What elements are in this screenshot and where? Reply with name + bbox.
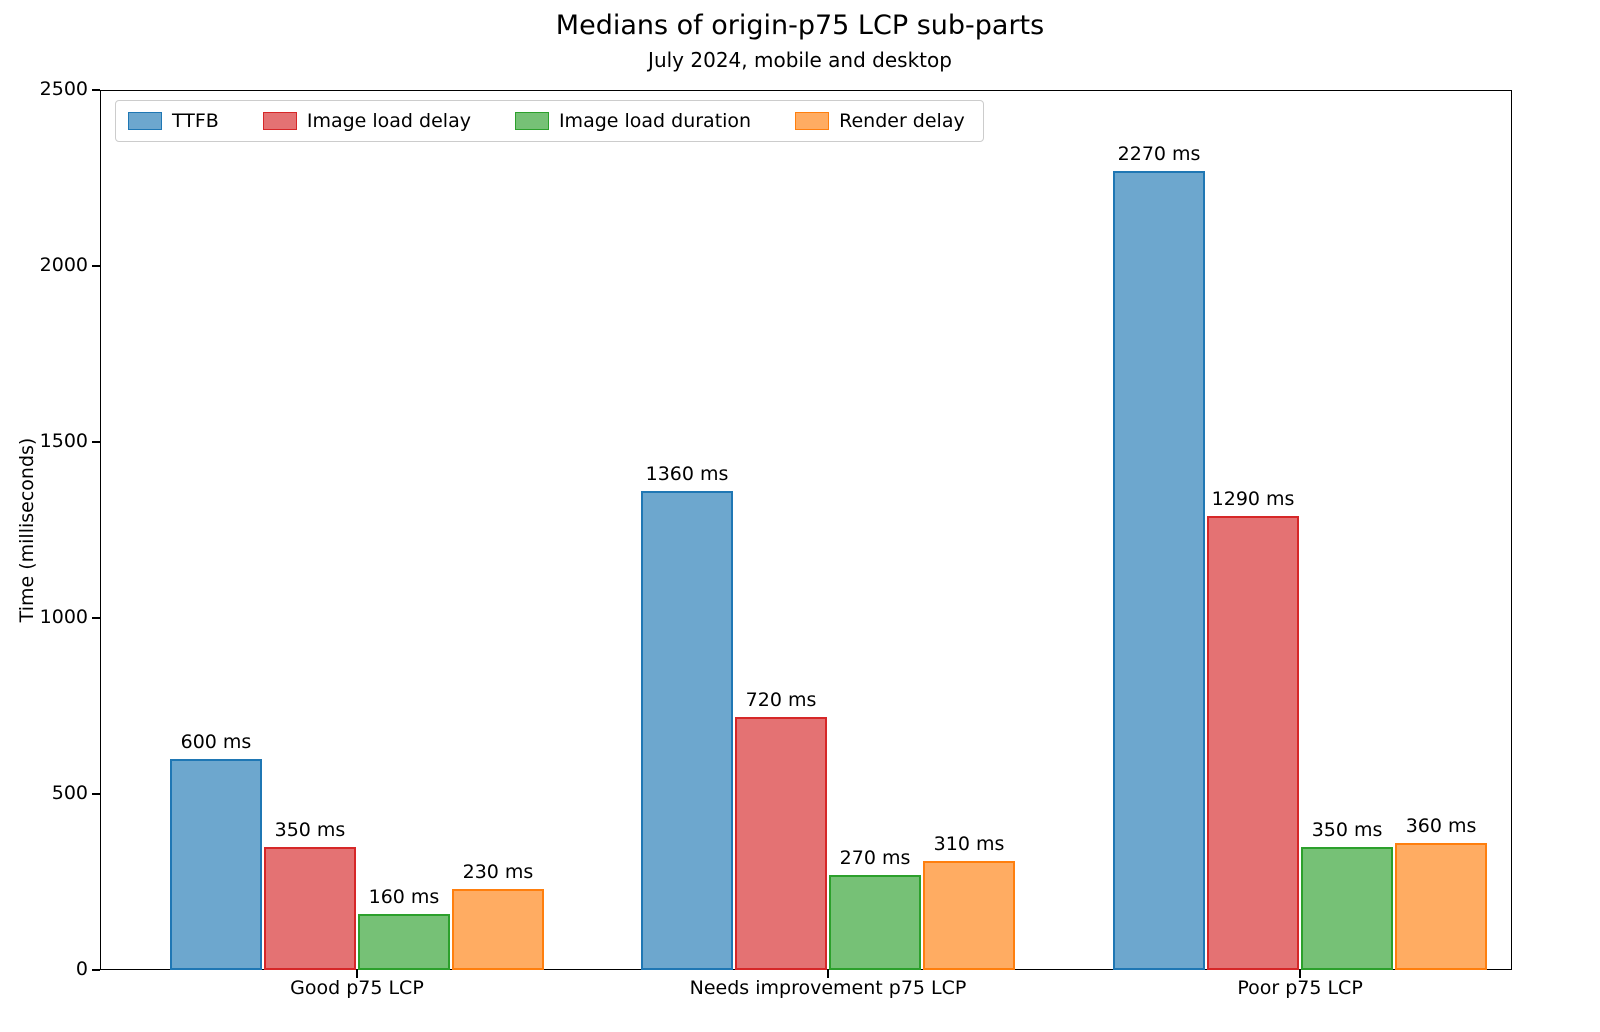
y-tick-label: 500 [51, 782, 88, 804]
y-tick-mark [92, 441, 100, 443]
legend: TTFB Image load delay Image load duration R… [115, 100, 984, 142]
bar-render-delay-needs-improvement-p75-lcp [923, 860, 1016, 970]
x-tick-label-needs-improvement-p75-lcp: Needs improvement p75 LCP [689, 977, 967, 999]
bar-render-delay-poor-p75-lcp [1395, 843, 1488, 970]
bar-image-load-duration-needs-improvement-p75-lcp [829, 874, 922, 970]
bar-render-delay-good-p75-lcp [451, 889, 544, 970]
bar-value-label: 2270 ms [1117, 142, 1201, 165]
bar-ttfb-good-p75-lcp [169, 758, 262, 970]
bar-image-load-delay-good-p75-lcp [263, 846, 356, 970]
y-tick-label: 2000 [39, 254, 88, 276]
chart-title: Medians of origin-p75 LCP sub-parts [555, 10, 1045, 41]
y-axis-label: Time (milliseconds) [16, 437, 38, 623]
bar-value-label: 1360 ms [645, 463, 729, 486]
bar-ttfb-poor-p75-lcp [1113, 170, 1206, 970]
bar-image-load-duration-poor-p75-lcp [1301, 846, 1394, 970]
bar-value-label: 720 ms [745, 688, 817, 711]
legend-item-image-load-duration: Image load duration [514, 110, 752, 132]
y-tick-mark [92, 617, 100, 619]
x-tick-mark [356, 970, 358, 978]
x-tick-mark [1299, 970, 1301, 978]
legend-swatch-icon [128, 112, 162, 130]
bar-ttfb-needs-improvement-p75-lcp [641, 491, 734, 970]
y-tick-label: 2500 [39, 78, 88, 100]
y-tick-label: 1000 [39, 606, 88, 628]
legend-label: Image load delay [306, 110, 471, 132]
bar-image-load-delay-needs-improvement-p75-lcp [735, 716, 828, 970]
bar-value-label: 350 ms [1311, 818, 1383, 841]
bar-image-load-delay-poor-p75-lcp [1207, 515, 1300, 970]
x-tick-mark [827, 970, 829, 978]
chart-subtitle: July 2024, mobile and desktop [648, 48, 952, 72]
legend-item-image-load-delay: Image load delay [262, 110, 471, 132]
bar-image-load-duration-good-p75-lcp [357, 913, 450, 970]
bar-value-label: 360 ms [1405, 815, 1477, 838]
y-tick-mark [92, 89, 100, 91]
bar-value-label: 350 ms [274, 818, 346, 841]
bar-value-label: 600 ms [180, 730, 252, 753]
bar-value-label: 230 ms [462, 861, 534, 884]
y-tick-mark [92, 969, 100, 971]
bar-value-label: 310 ms [933, 832, 1005, 855]
legend-item-ttfb: TTFB [128, 110, 219, 132]
legend-swatch-icon [262, 112, 297, 130]
bar-value-label: 270 ms [839, 846, 911, 869]
legend-label: Image load duration [558, 110, 752, 132]
bar-value-label: 160 ms [368, 885, 440, 908]
legend-swatch-icon [795, 112, 830, 130]
y-tick-mark [92, 265, 100, 267]
x-tick-label-good-p75-lcp: Good p75 LCP [290, 977, 424, 999]
y-tick-label: 1500 [39, 430, 88, 452]
legend-label: Render delay [839, 110, 965, 132]
y-tick-label: 0 [75, 958, 88, 980]
bar-value-label: 1290 ms [1211, 487, 1295, 510]
y-tick-mark [92, 793, 100, 795]
legend-swatch-icon [514, 112, 549, 130]
legend-item-render-delay: Render delay [795, 110, 965, 132]
x-tick-label-poor-p75-lcp: Poor p75 LCP [1237, 977, 1363, 999]
legend-label: TTFB [172, 110, 219, 132]
